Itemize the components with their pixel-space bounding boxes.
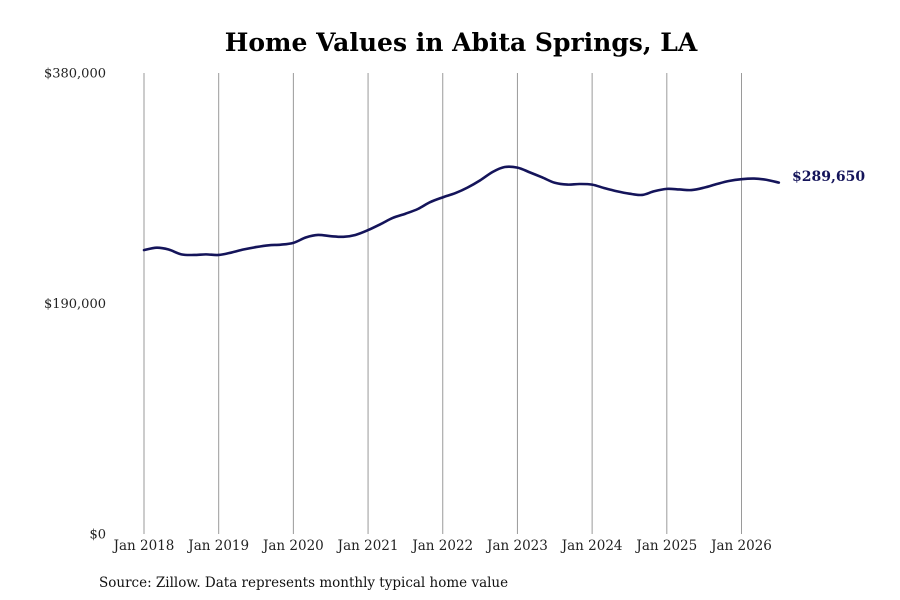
x-tick-label: Jan 2018 bbox=[112, 538, 175, 554]
x-tick-label: Jan 2024 bbox=[560, 538, 623, 554]
y-tick-label: $0 bbox=[89, 528, 106, 543]
y-tick-label: $190,000 bbox=[44, 297, 106, 312]
grid-layer bbox=[143, 73, 742, 534]
x-tick-label: Jan 2023 bbox=[485, 538, 548, 554]
source-note: Source: Zillow. Data represents monthly … bbox=[99, 575, 508, 591]
end-value-label: $289,650 bbox=[792, 169, 865, 185]
series-line-0 bbox=[142, 165, 781, 257]
y-tick-label: $380,000 bbox=[44, 67, 106, 82]
x-tick-label: Jan 2021 bbox=[336, 538, 399, 554]
x-tick-label: Jan 2025 bbox=[634, 538, 697, 554]
x-tick-label: Jan 2019 bbox=[186, 538, 249, 554]
series-layer bbox=[142, 165, 781, 257]
y-axis-tick-labels: $0 $190,000 $380,000 bbox=[44, 67, 106, 543]
x-tick-label: Jan 2026 bbox=[709, 538, 772, 554]
x-tick-label: Jan 2022 bbox=[410, 538, 473, 554]
x-tick-label: Jan 2020 bbox=[261, 538, 324, 554]
chart-title: Home Values in Abita Springs, LA bbox=[225, 28, 698, 57]
x-axis-tick-labels: Jan 2018 Jan 2019 Jan 2020 Jan 2021 Jan 2022… bbox=[112, 538, 772, 554]
